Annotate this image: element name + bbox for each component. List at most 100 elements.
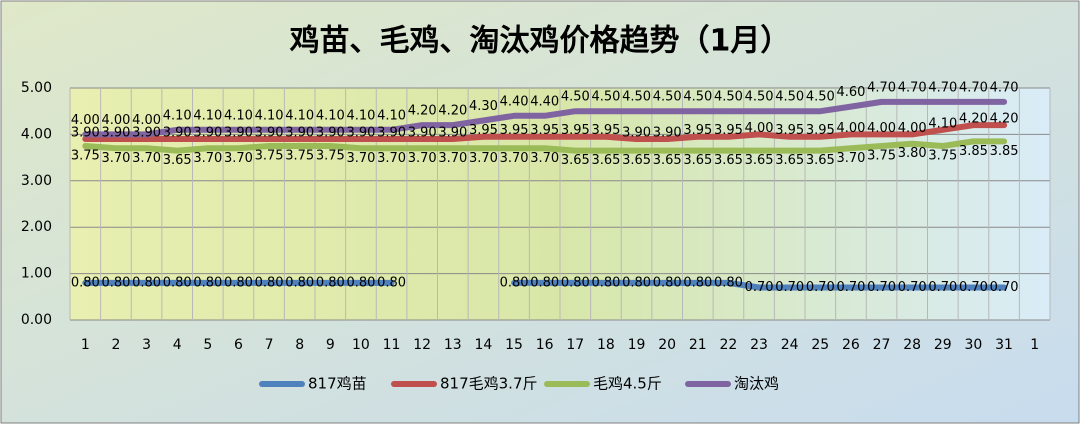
data-label: 4.00: [101, 113, 130, 128]
data-label: 4.10: [346, 108, 375, 123]
x-tick-label: 12: [413, 337, 431, 353]
data-label: 3.70: [836, 151, 865, 166]
data-label: 3.90: [132, 126, 161, 141]
data-label: 4.10: [316, 108, 345, 123]
x-tick-label: 6: [234, 337, 243, 353]
data-label: 3.95: [714, 123, 743, 138]
data-label: 4.50: [745, 90, 774, 105]
data-label: 4.70: [928, 80, 957, 95]
data-label: 3.90: [346, 126, 375, 141]
y-tick-label: 2.00: [21, 219, 52, 235]
x-tick-label: 30: [965, 337, 983, 353]
data-label: 0.80: [561, 275, 590, 290]
data-label: 3.90: [408, 126, 437, 141]
data-label: 3.90: [316, 126, 345, 141]
data-label: 4.50: [561, 90, 590, 105]
data-label: 0.70: [836, 280, 865, 295]
data-label: 3.90: [71, 126, 100, 141]
data-label: 3.95: [500, 123, 529, 138]
x-tick-label: 9: [326, 337, 335, 353]
data-label: 0.80: [163, 275, 192, 290]
x-tick-label: 3: [142, 337, 151, 353]
x-tick-label: 5: [203, 337, 212, 353]
y-tick-label: 3.00: [21, 173, 52, 189]
data-label: 3.90: [224, 126, 253, 141]
data-label: 4.10: [255, 108, 284, 123]
x-tick-label: 25: [811, 337, 829, 353]
data-label: 0.70: [867, 280, 896, 295]
x-tick-label: 21: [689, 337, 707, 353]
data-label: 4.00: [745, 121, 774, 136]
data-label: 4.00: [71, 113, 100, 128]
data-label: 3.65: [775, 153, 804, 168]
data-label: 3.70: [101, 151, 130, 166]
data-label: 0.80: [653, 275, 682, 290]
y-tick-label: 1.00: [21, 266, 52, 282]
x-tick-label: 19: [628, 337, 646, 353]
data-label: 0.80: [377, 275, 406, 290]
data-label: 0.70: [990, 280, 1019, 295]
x-tick-label: 17: [566, 337, 584, 353]
data-label: 0.80: [255, 275, 284, 290]
data-label: 3.90: [101, 126, 130, 141]
legend-label: 毛鸡4.5斤: [593, 375, 662, 393]
x-tick-label: 13: [444, 337, 462, 353]
data-label: 3.90: [193, 126, 222, 141]
data-label: 3.70: [469, 151, 498, 166]
x-tick-label: 7: [265, 337, 274, 353]
data-label: 4.50: [591, 90, 620, 105]
y-tick-label: 0.00: [21, 312, 52, 328]
data-label: 0.80: [591, 275, 620, 290]
data-label: 3.70: [377, 151, 406, 166]
data-label: 3.70: [500, 151, 529, 166]
data-label: 3.70: [438, 151, 467, 166]
data-label: 0.80: [193, 275, 222, 290]
data-label: 0.70: [959, 280, 988, 295]
data-label: 3.65: [163, 153, 192, 168]
data-label: 4.60: [836, 85, 865, 100]
data-label: 4.00: [898, 121, 927, 136]
y-tick-label: 5.00: [21, 80, 52, 96]
data-label: 4.10: [163, 108, 192, 123]
data-label: 4.50: [775, 90, 804, 105]
x-tick-label: 20: [658, 337, 676, 353]
data-label: 3.90: [622, 126, 651, 141]
legend-label: 817毛鸡3.7斤: [440, 375, 538, 393]
x-tick-label: 29: [934, 337, 952, 353]
data-label: 4.00: [836, 121, 865, 136]
data-label: 3.65: [714, 153, 743, 168]
series-line: [82, 122, 1008, 142]
data-label: 3.65: [653, 153, 682, 168]
data-label: 3.95: [561, 123, 590, 138]
x-tick-label: 8: [295, 337, 304, 353]
x-tick-label: 15: [505, 337, 523, 353]
data-label: 0.70: [745, 280, 774, 295]
x-tick-label: 24: [781, 337, 799, 353]
data-label: 4.20: [959, 112, 988, 127]
data-label: 0.70: [806, 280, 835, 295]
data-label: 3.70: [224, 151, 253, 166]
data-label: 0.70: [898, 280, 927, 295]
data-label: 3.65: [622, 153, 651, 168]
data-label: 3.65: [806, 153, 835, 168]
x-tick-label: 14: [475, 337, 493, 353]
data-label: 4.50: [622, 90, 651, 105]
data-label: 4.50: [683, 90, 712, 105]
data-label: 0.80: [714, 275, 743, 290]
data-label: 4.00: [132, 113, 161, 128]
x-tick-label: 28: [903, 337, 921, 353]
x-tick-label: 1: [81, 337, 90, 353]
data-label: 4.00: [867, 121, 896, 136]
data-label: 3.95: [530, 123, 559, 138]
data-label: 4.10: [224, 108, 253, 123]
data-label: 4.10: [193, 108, 222, 123]
data-label: 3.65: [591, 153, 620, 168]
data-label: 3.65: [683, 153, 712, 168]
data-label: 3.75: [316, 149, 345, 164]
data-label: 0.80: [316, 275, 345, 290]
data-label: 3.65: [745, 153, 774, 168]
data-label: 3.70: [193, 151, 222, 166]
legend-label: 淘汰鸡: [734, 375, 779, 393]
x-tick-label: 11: [383, 337, 401, 353]
data-label: 3.70: [530, 151, 559, 166]
